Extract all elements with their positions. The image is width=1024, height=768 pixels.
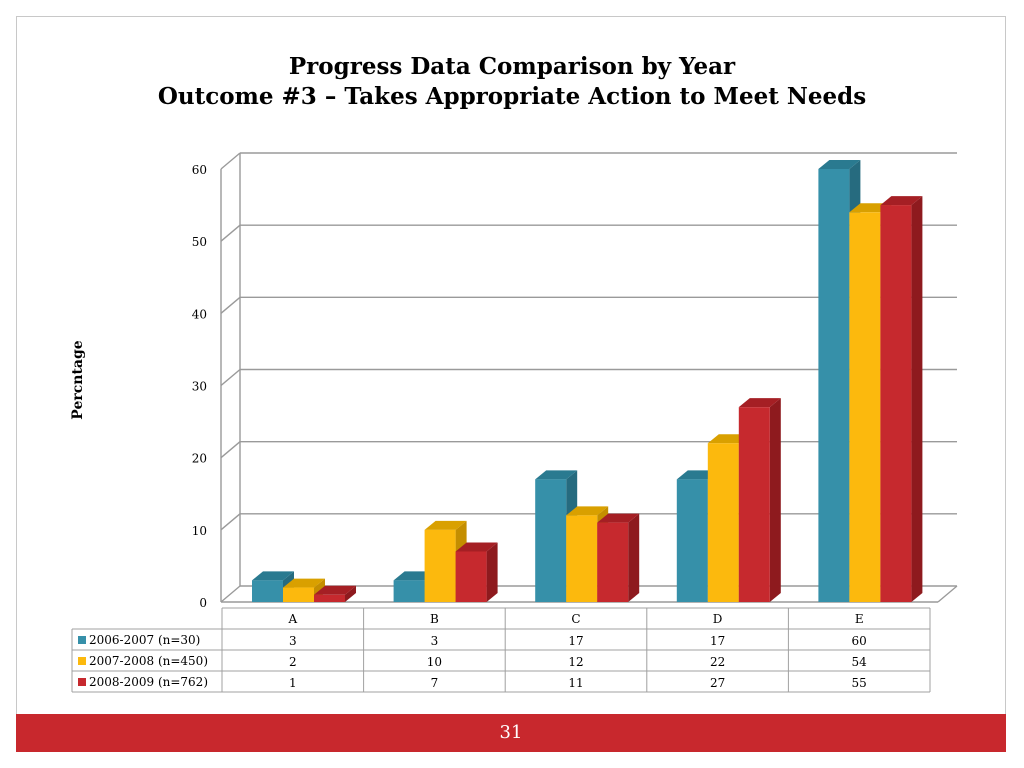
bar-top-B-1 — [424, 520, 467, 530]
x-tick-label-D: D — [713, 612, 723, 626]
data-label-0-D: 17 — [710, 634, 725, 648]
data-label-0-C: 17 — [568, 634, 583, 648]
data-label-1-C: 12 — [568, 655, 583, 669]
data-label-2-B: 7 — [431, 676, 439, 690]
gridline-depth-0 — [220, 585, 241, 603]
bar-top-A-1 — [283, 578, 325, 588]
x-tick-label-A: A — [287, 612, 297, 626]
title-line-2: Outcome #3 – Takes Appropriate Action to… — [157, 83, 867, 110]
bar-side-E-2 — [911, 196, 923, 603]
y-tick-label-10: 10 — [192, 524, 207, 538]
bar-side-A-2 — [345, 585, 356, 602]
bar-top-C-0 — [535, 470, 578, 480]
bar-E-2006-2007 (n=30) — [818, 169, 850, 602]
bar-top-C-1 — [566, 506, 609, 516]
data-label-2-D: 27 — [710, 676, 725, 690]
bar-A-2008-2009 (n=762) — [314, 594, 345, 602]
bar-B-2008-2009 (n=762) — [455, 551, 487, 602]
bar-D-2007-2008 (n=450) — [707, 443, 739, 602]
data-label-1-E: 54 — [852, 655, 868, 669]
data-label-2-A: 1 — [289, 676, 297, 690]
gridline-depth-50 — [220, 224, 241, 242]
bar-E-2008-2009 (n=762) — [880, 205, 912, 603]
bar-top-D-2 — [738, 398, 781, 408]
bar-E-2007-2008 (n=450) — [849, 212, 881, 603]
bar-C-2008-2009 (n=762) — [597, 522, 629, 602]
bar-A-2006-2007 (n=30) — [252, 580, 283, 602]
bar-C-2006-2007 (n=30) — [535, 479, 567, 602]
x-tick-label-C: C — [571, 612, 580, 626]
floor-right-edge — [937, 585, 958, 603]
bar-C-2007-2008 (n=450) — [566, 515, 598, 602]
data-label-0-E: 60 — [852, 634, 867, 648]
legend-entry-1: 2007-2008 (n=450) — [89, 654, 208, 668]
y-axis-title: Percntage — [70, 340, 86, 419]
gridline-depth-40 — [220, 296, 241, 314]
bar-side-C-2 — [628, 513, 640, 602]
bar-D-2006-2007 (n=30) — [676, 479, 708, 602]
legend-swatch-0 — [78, 636, 86, 644]
bar-top-B-2 — [455, 542, 498, 552]
data-label-1-A: 2 — [289, 655, 297, 669]
legend-swatch-2 — [78, 678, 86, 686]
bar-side-B-2 — [486, 542, 498, 602]
y-tick-label-0: 0 — [199, 596, 207, 610]
chart-title: Progress Data Comparison by Year Outcome… — [0, 52, 1024, 112]
data-label-0-A: 3 — [289, 634, 297, 648]
x-tick-label-B: B — [430, 612, 439, 626]
y-tick-label-20: 20 — [192, 452, 207, 466]
data-label-1-D: 22 — [710, 655, 725, 669]
x-tick-label-E: E — [855, 612, 864, 626]
gridline-depth-10 — [220, 513, 241, 531]
bar-top-A-2 — [314, 585, 356, 595]
data-label-2-C: 11 — [568, 676, 583, 690]
y-tick-label-40: 40 — [192, 307, 207, 321]
gridline-depth-60 — [220, 152, 241, 170]
title-line-1: Progress Data Comparison by Year — [288, 53, 736, 80]
page-number: 31 — [499, 722, 523, 743]
bar-top-A-0 — [252, 571, 294, 581]
y-tick-label-60: 60 — [192, 163, 207, 177]
bar-top-E-2 — [880, 196, 923, 206]
bar-A-2007-2008 (n=450) — [283, 587, 314, 602]
data-label-2-E: 55 — [852, 676, 867, 690]
gridline-depth-20 — [220, 441, 241, 459]
bar-top-C-2 — [597, 513, 640, 523]
bar-top-E-0 — [818, 160, 861, 169]
footer-bar: 31 — [16, 714, 1006, 752]
legend-swatch-1 — [78, 657, 86, 665]
data-label-1-B: 10 — [427, 655, 442, 669]
legend-entry-0: 2006-2007 (n=30) — [89, 633, 200, 647]
bar-B-2007-2008 (n=450) — [424, 529, 456, 602]
bar-B-2006-2007 (n=30) — [393, 580, 425, 602]
bar-D-2008-2009 (n=762) — [738, 407, 770, 602]
legend-entry-2: 2008-2009 (n=762) — [89, 675, 208, 689]
gridline-depth-30 — [220, 368, 241, 387]
data-label-0-B: 3 — [431, 634, 439, 648]
y-tick-label-50: 50 — [192, 235, 207, 249]
y-tick-label-30: 30 — [192, 380, 207, 394]
bar-side-D-2 — [769, 398, 781, 602]
